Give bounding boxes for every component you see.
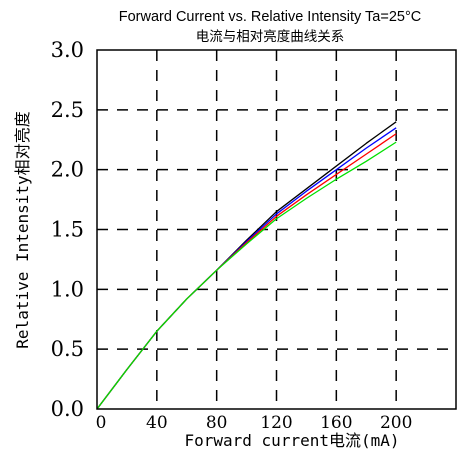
plot-frame (96, 49, 457, 410)
x-tick-label: 120 (260, 413, 292, 433)
x-tick-label: 80 (206, 413, 228, 433)
y-tick-label: 0.5 (51, 337, 84, 361)
x-tick-label: 200 (380, 413, 412, 433)
y-tick-label: 1.0 (51, 277, 84, 301)
chart-subtitle: 电流与相对亮度曲线关系 (196, 28, 345, 45)
series-line-3 (96, 141, 397, 410)
x-tick-label: 40 (146, 413, 168, 433)
x-axis-label: Forward current电流(mA) (184, 431, 399, 450)
y-axis-label: Relative Intensity相对亮度 (13, 111, 32, 348)
chart-title: Forward Current vs. Relative Intensity T… (119, 9, 422, 25)
series-line-2 (96, 133, 397, 410)
y-tick-label: 2.5 (51, 98, 84, 122)
y-tick-label: 3.0 (51, 38, 84, 62)
x-tick-label: 0 (96, 413, 107, 433)
x-tick-label: 160 (320, 413, 352, 433)
grid-lines (97, 50, 456, 409)
y-tick-label: 0.0 (51, 397, 84, 421)
series-lines (96, 121, 397, 410)
y-tick-label: 2.0 (51, 158, 84, 182)
x-tick-labels: 0 40 80 120 160 200 (96, 413, 413, 433)
y-tick-label: 1.5 (51, 218, 84, 242)
y-tick-labels: 0.0 0.5 1.0 1.5 2.0 2.5 3.0 (51, 38, 84, 421)
